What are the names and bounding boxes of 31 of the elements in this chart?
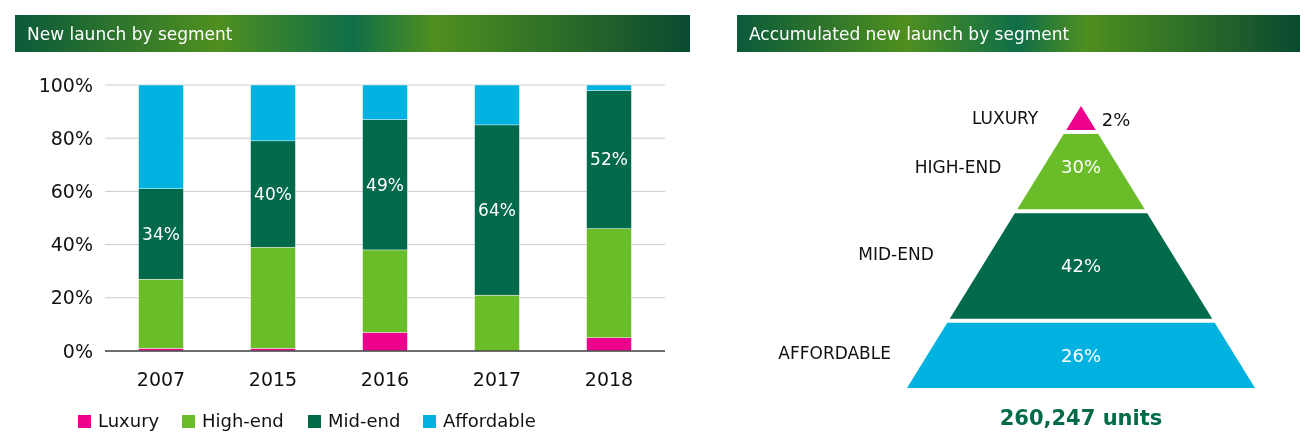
data-label: 49% [366,174,404,195]
y-tick-label: 40% [50,233,93,256]
chart-title: New launch by segment [27,24,233,44]
x-tick-label: 2017 [472,368,522,390]
x-tick-label: 2007 [136,368,186,390]
text: Accumulated new launch by segment [749,24,1070,44]
data-label: 34% [142,223,180,244]
category-label: HIGH-END [914,156,1002,177]
legend-label: Luxury [98,410,160,431]
data-label: 40% [254,184,292,205]
category-label: LUXURY [971,107,1039,128]
data-label: 52% [590,149,628,170]
x-tick-label: 2015 [248,368,298,390]
data-label: 64% [478,199,516,220]
y-tick-label: 60% [50,180,93,203]
data-label: 2% [1101,109,1131,131]
category-label: MID-END [858,243,934,264]
data-label: 30% [1060,155,1102,177]
data-label: 26% [1060,344,1102,366]
y-tick-label: 100% [38,73,93,96]
y-tick-label: 80% [50,126,93,149]
category-label: AFFORDABLE [778,343,891,364]
y-tick-label: 0% [62,339,93,362]
legend-label: Affordable [443,410,536,431]
legend-label: High-end [202,410,284,431]
legend-label: Mid-end [328,410,401,431]
text: 260,247 units [999,406,1163,430]
x-tick-label: 2018 [584,368,634,390]
y-tick-label: 20% [50,286,93,309]
x-tick-label: 2016 [360,368,410,390]
data-label: 42% [1060,255,1102,277]
